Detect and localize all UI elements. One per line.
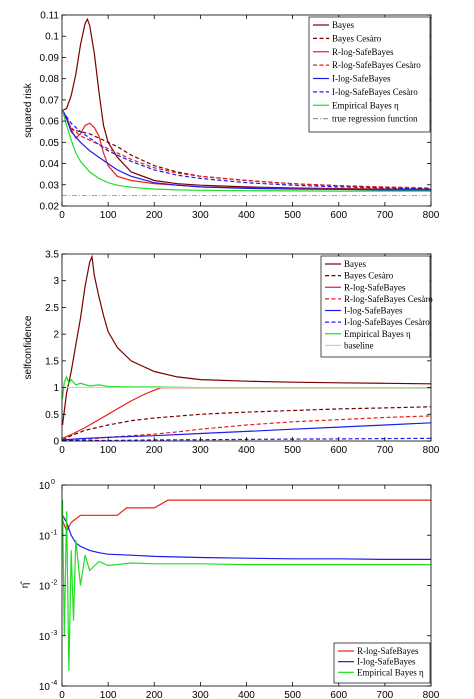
x-tick-label: 100 — [100, 210, 117, 221]
x-tick-label: 300 — [192, 445, 209, 456]
series-line-1-5 — [61, 110, 432, 191]
x-tick-label: 500 — [284, 690, 301, 699]
x-tick-label: 700 — [377, 445, 394, 456]
chart-panel-1: 0 100 200 300 400 500 600 700 800 0.02 0.03 0.04 0.0… — [23, 11, 440, 222]
y-tick-label: 10 — [39, 682, 51, 693]
x-tick-label: 700 — [377, 690, 394, 699]
legend-entry: I-log-SafeBayes — [357, 657, 416, 667]
y-tick-label: 0.02 — [40, 202, 60, 213]
y-tick-label: 0.08 — [40, 74, 60, 85]
series-line-1-7 — [61, 110, 431, 192]
y-tick-label: 2 — [53, 330, 59, 341]
y-tick-label: 0.07 — [40, 95, 60, 106]
legend-entry: Bayes — [332, 20, 354, 30]
series-line-2-3 — [62, 387, 431, 439]
y-tick-label: 0.09 — [40, 53, 60, 64]
legend-entry: R-log-SafeBayes Cesàro — [332, 60, 421, 70]
y-tick-label: 0.05 — [40, 138, 60, 149]
y-axis-label: η̂ — [19, 581, 31, 589]
y-tick-label: 10 — [39, 632, 51, 643]
series-line-3-3 — [61, 500, 431, 671]
x-tick-label: 600 — [330, 210, 347, 221]
series-line-3-1 — [61, 499, 431, 533]
legend-entry: baseline — [344, 340, 374, 350]
x-tick-label: 100 — [100, 690, 117, 699]
legend-entry: Empirical Bayes η — [332, 100, 399, 110]
x-tick-label: 700 — [377, 210, 394, 221]
series-line-1-1 — [62, 17, 432, 190]
legend-entry: I-log-SafeBayes Cesàro — [332, 87, 418, 97]
x-tick-label: 400 — [238, 210, 255, 221]
y-tick-label: 0.5 — [45, 410, 59, 421]
y-tick-label: 10 — [39, 531, 51, 542]
series-line-2-5 — [62, 422, 432, 441]
x-tick-label: 300 — [192, 210, 209, 221]
series-line-1-4 — [61, 110, 432, 189]
x-tick-label: 300 — [192, 690, 209, 699]
x-tick-label: 200 — [146, 445, 163, 456]
y-axis-label: squared risk — [23, 82, 34, 137]
legend-entry: Empirical Bayes η — [357, 667, 424, 677]
legend-box — [333, 642, 431, 684]
y-tick-exponent: -3 — [51, 630, 57, 637]
y-tick-label: 2.5 — [45, 303, 59, 314]
x-tick-label: 800 — [423, 690, 440, 699]
x-tick-label: 0 — [59, 445, 65, 456]
x-tick-label: 100 — [100, 445, 117, 456]
y-axis-label: selfconfidence — [23, 315, 34, 379]
series-line-2-1 — [61, 254, 432, 426]
y-tick-label: 10 — [39, 582, 51, 593]
legend-entry: Empirical Bayes η — [344, 329, 411, 339]
legend-entry: I-log-SafeBayes — [332, 74, 391, 84]
series-line-3-2 — [61, 514, 431, 560]
x-tick-label: 200 — [146, 210, 163, 221]
x-tick-label: 500 — [284, 210, 301, 221]
series-line-1-6 — [61, 110, 432, 190]
y-tick-label: 0.11 — [40, 11, 59, 22]
x-tick-label: 500 — [284, 445, 301, 456]
chart-panel-2: 0 100 200 300 400 500 600 700 800 0 0.5 1 1.5 2 2.5 3 3.… — [23, 250, 440, 457]
x-tick-label: 400 — [238, 690, 255, 699]
legend-entry: I-log-SafeBayes — [344, 306, 403, 316]
y-tick-exponent: -1 — [51, 529, 57, 536]
x-tick-label: 0 — [59, 210, 65, 221]
legend-entry: R-log-SafeBayes — [357, 646, 419, 656]
x-tick-label: 200 — [146, 690, 163, 699]
legend-entry: Bayes — [344, 259, 366, 269]
y-tick-label: 3.5 — [45, 250, 59, 261]
y-tick-label: 0.1 — [45, 32, 59, 43]
y-tick-label: 10 — [39, 481, 51, 492]
y-tick-label: 0.04 — [40, 159, 60, 170]
x-tick-label: 800 — [423, 445, 440, 456]
y-tick-label: 1 — [53, 383, 59, 394]
legend-box — [320, 255, 431, 358]
y-tick-label: 3 — [53, 276, 59, 287]
x-tick-label: 400 — [238, 445, 255, 456]
x-tick-label: 600 — [330, 690, 347, 699]
legend-entry: I-log-SafeBayes Cesàro — [344, 317, 430, 327]
y-tick-label: 0 — [53, 437, 59, 448]
legend-box — [308, 16, 431, 133]
legend-entry: Bayes Cesàro — [332, 33, 382, 43]
x-tick-label: 600 — [330, 445, 347, 456]
y-tick-exponent: 0 — [51, 479, 55, 486]
y-tick-label: 0.03 — [40, 180, 60, 191]
legend-entry: true regression function — [332, 114, 418, 124]
x-tick-label: 0 — [59, 690, 65, 699]
y-tick-label: 0.06 — [40, 117, 60, 128]
x-tick-label: 800 — [423, 210, 440, 221]
series-line-2-2 — [62, 406, 432, 441]
legend-entry: R-log-SafeBayes — [344, 282, 406, 292]
y-tick-label: 1.5 — [45, 356, 59, 367]
legend-entry: R-log-SafeBayes — [332, 47, 394, 57]
legend-entry: Bayes Cesàro — [344, 271, 394, 281]
legend-entry: R-log-SafeBayes Cesàro — [344, 294, 433, 304]
y-tick-exponent: -4 — [51, 680, 57, 687]
y-tick-exponent: -2 — [51, 580, 57, 587]
